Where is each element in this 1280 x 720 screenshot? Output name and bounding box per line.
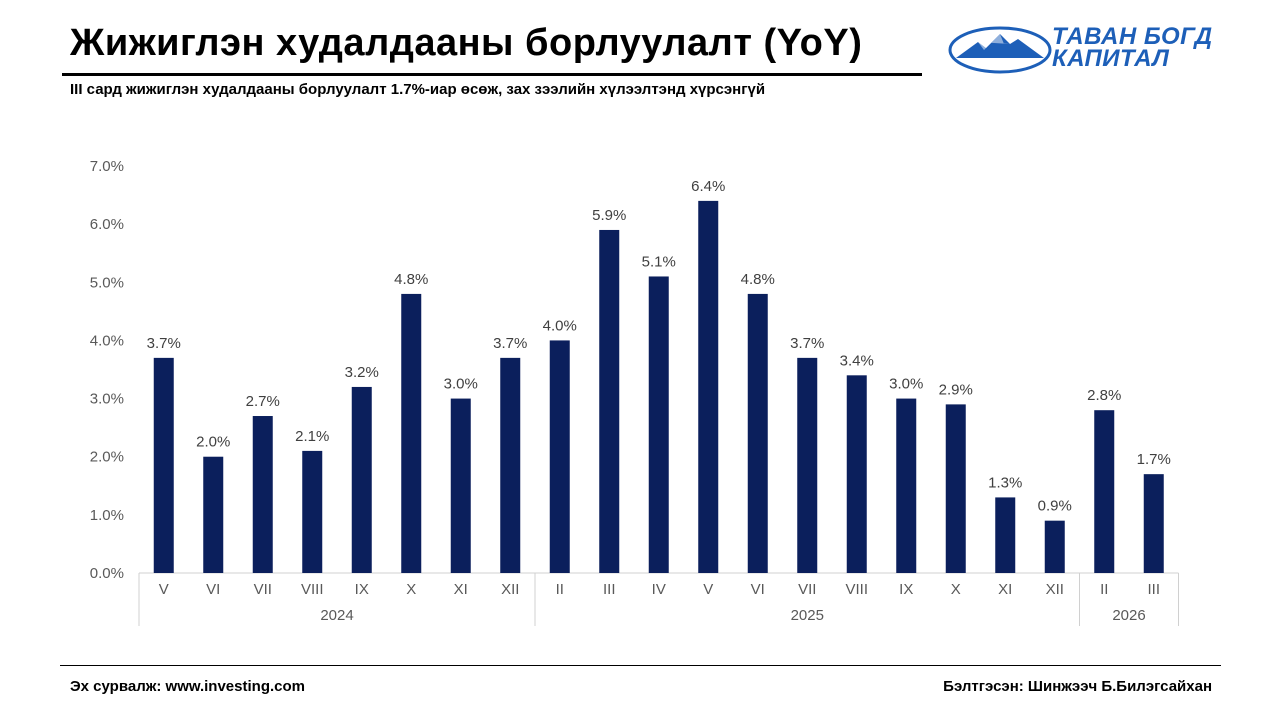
y-tick-label: 5.0%	[90, 274, 124, 291]
y-tick-label: 7.0%	[90, 158, 124, 175]
bar	[401, 293, 422, 573]
bar	[1044, 520, 1065, 573]
category-label: III	[603, 581, 616, 598]
y-tick-label: 0.0%	[90, 565, 124, 582]
bar	[846, 375, 867, 573]
value-label: 5.9%	[592, 207, 626, 224]
bar	[698, 200, 719, 573]
value-label: 3.0%	[889, 376, 923, 393]
value-label: 2.8%	[1087, 387, 1121, 404]
bar	[648, 276, 669, 573]
retail-sales-bar-chart: 0.0% 1.0% 2.0% 3.0% 4.0% 5.0% 6.0% 7.0% 3.7% V 2.0…	[90, 158, 1179, 626]
category-label: V	[159, 581, 169, 598]
category-label: IX	[355, 581, 369, 598]
category-label: II	[556, 581, 564, 598]
value-label: 1.7%	[1137, 451, 1171, 468]
value-label: 4.8%	[394, 271, 428, 288]
category-label: XII	[1046, 581, 1064, 598]
logo-line-1: ТАВАН БОГД	[1052, 23, 1213, 50]
value-label: 4.0%	[543, 317, 577, 334]
category-label: II	[1100, 581, 1108, 598]
logo-wordmark: ТАВАН БОГД КАПИТАЛ	[1052, 23, 1213, 72]
value-label: 3.7%	[147, 335, 181, 352]
value-label: 3.4%	[840, 352, 874, 369]
y-tick-label: 2.0%	[90, 449, 124, 466]
category-label: V	[703, 581, 713, 598]
value-label: 1.3%	[988, 474, 1022, 491]
year-group-label: 2026	[1112, 607, 1145, 624]
bar	[153, 357, 174, 573]
year-group-label: 2024	[320, 607, 353, 624]
y-tick-label: 1.0%	[90, 507, 124, 524]
logo-line-2: КАПИТАЛ	[1052, 45, 1170, 72]
bar	[549, 340, 570, 573]
mountain-logo-icon	[948, 26, 1052, 74]
year-group-label: 2025	[791, 607, 824, 624]
bar	[995, 497, 1016, 573]
y-tick-label: 6.0%	[90, 216, 124, 233]
source-note: Эх сурвалж: www.investing.com	[70, 678, 305, 695]
category-label: VI	[751, 581, 765, 598]
category-label: VIII	[845, 581, 868, 598]
category-label: VI	[206, 581, 220, 598]
category-label: III	[1147, 581, 1160, 598]
category-label: XI	[998, 581, 1012, 598]
page-title: Жижиглэн худалдааны борлуулалт (YoY)	[70, 22, 863, 64]
page-subtitle: III сард жижиглэн худалдааны борлуулалт …	[70, 81, 766, 98]
value-label: 0.9%	[1038, 498, 1072, 515]
bar	[302, 450, 323, 573]
bar	[500, 357, 521, 573]
category-label: X	[406, 581, 416, 598]
category-label: VII	[798, 581, 816, 598]
bar	[599, 229, 620, 573]
value-label: 3.0%	[444, 376, 478, 393]
value-label: 2.1%	[295, 428, 329, 445]
y-tick-label: 4.0%	[90, 332, 124, 349]
category-label: VIII	[301, 581, 324, 598]
value-label: 2.0%	[196, 434, 230, 451]
bar	[450, 398, 471, 573]
category-label: XI	[454, 581, 468, 598]
bar	[797, 357, 818, 573]
value-label: 2.7%	[246, 393, 280, 410]
bar	[1143, 474, 1164, 573]
value-label: 6.4%	[691, 178, 725, 195]
author-note: Бэлтгэсэн: Шинжээч Б.Билэгсайхан	[943, 678, 1212, 695]
value-label: 3.7%	[493, 335, 527, 352]
value-label: 2.9%	[939, 381, 973, 398]
value-label: 3.2%	[345, 364, 379, 381]
bar	[896, 398, 917, 573]
value-label: 4.8%	[741, 271, 775, 288]
bar	[252, 416, 273, 573]
y-tick-label: 3.0%	[90, 391, 124, 408]
value-label: 5.1%	[642, 253, 676, 270]
bar	[351, 386, 372, 573]
footer-divider	[60, 665, 1221, 666]
value-label: 3.7%	[790, 335, 824, 352]
category-label: X	[951, 581, 961, 598]
bar	[1094, 410, 1115, 573]
bar	[203, 456, 224, 573]
category-label: VII	[254, 581, 272, 598]
category-label: IX	[899, 581, 913, 598]
category-label: XII	[501, 581, 519, 598]
bar	[747, 293, 768, 573]
title-underline	[62, 73, 922, 76]
category-label: IV	[652, 581, 666, 598]
bar	[945, 404, 966, 573]
